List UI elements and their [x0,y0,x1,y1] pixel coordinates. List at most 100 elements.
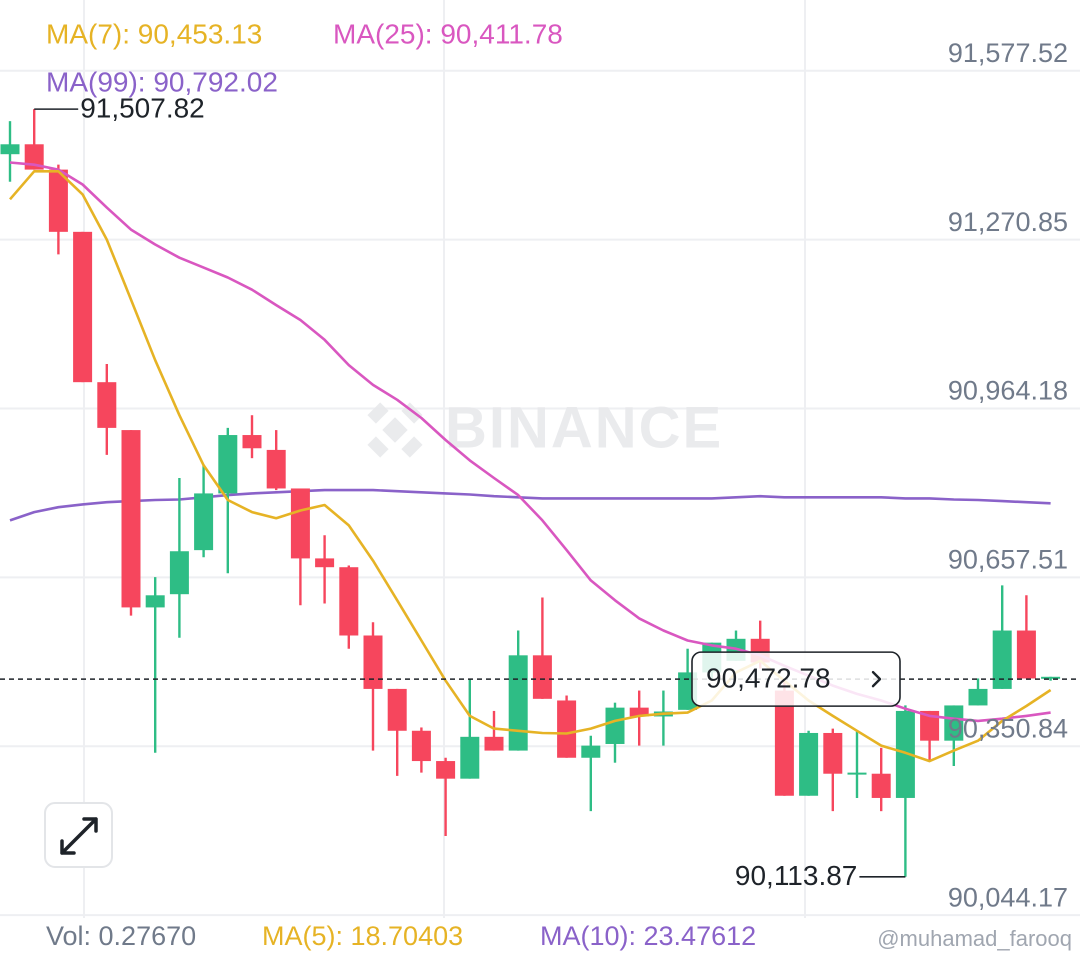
candle-body [847,772,867,775]
candle [315,535,335,604]
candle-body [968,688,988,706]
candle [436,757,456,836]
candle-body [629,707,649,717]
candle [266,430,286,491]
low-marker-label: 90,113.87 [735,860,858,891]
candle [968,678,988,706]
candle-body [557,700,577,758]
candle-body [508,655,528,751]
candle [1041,676,1061,681]
candle-body [290,488,310,559]
candle [629,690,649,746]
candle-body [48,169,68,232]
candle-body [121,430,141,608]
y-tick-label: 90,044.17 [948,882,1068,912]
candle-body [194,493,214,551]
y-tick-label: 90,657.51 [948,545,1068,575]
candle [992,585,1012,689]
candle-body [992,630,1012,689]
candle-body [339,567,359,636]
candle-body [97,382,117,428]
candle [24,109,44,170]
candle [1016,595,1036,679]
candle-body [823,732,843,774]
candle-body [871,773,891,798]
y-tick-label: 90,964.18 [948,376,1068,406]
candle-body [436,761,456,779]
candle-body [73,231,93,383]
candle-body [363,635,383,689]
candle-body [169,551,189,595]
high-marker-label: 91,507.82 [80,93,205,124]
legend-entry: MA(7): 90,453.13 [46,18,262,49]
candle-body [799,732,819,796]
credit: @muhamad_farooq [877,926,1072,951]
candle-body [218,435,238,494]
legend-entry: MA(25): 90,411.78 [333,18,563,49]
candle [290,488,310,606]
y-tick-label: 91,270.85 [948,207,1068,237]
axis-layer: 91,577.52 91,270.85 90,964.18 90,657.51 90,3… [0,38,1080,912]
last-price-tag-frame[interactable] [691,651,901,707]
candle-body [1041,676,1061,679]
volume-ma-label: MA(5): 18.70403 [262,921,463,951]
candle [920,710,940,762]
candle [242,415,262,459]
candle-body [895,710,915,798]
candle-body [1016,630,1036,679]
candle [871,747,891,812]
candle-body [411,730,431,762]
candle [48,164,68,255]
candle [169,477,189,638]
candle-body [242,435,262,449]
candle-body [581,745,601,758]
candle [194,465,214,558]
candle-body [0,144,20,155]
candle-body [605,707,625,744]
candle-body [387,688,407,731]
candle [121,430,141,616]
y-tick-label: 91,577.52 [948,38,1068,68]
candle [484,710,504,751]
candle-body [315,558,335,568]
candle [532,597,552,699]
last-price-label[interactable]: 90,472.78 [706,663,831,694]
candle [895,705,915,877]
candle [847,730,867,798]
volume-label: Vol: 0.27670 [46,921,196,951]
ma-line [9,170,1052,763]
candle-body [944,705,964,741]
candle [653,690,673,746]
candle [0,121,20,182]
candle [460,678,480,779]
candle [944,705,964,767]
watermark: BINANCE [367,395,723,460]
candle [73,231,93,383]
candle [97,364,117,455]
candle [581,735,601,812]
candle-body [484,736,504,751]
last-price-tag[interactable]: 90,472.78 [691,651,901,707]
volume-ma-label: MA(10): 23.47612 [540,921,756,951]
candle [799,730,819,796]
expand-icon[interactable] [60,817,98,855]
last-price-chevron[interactable] [871,670,882,688]
candle-body [920,710,940,741]
expand-button[interactable] [44,802,113,868]
y-tick-label: 90,350.84 [948,713,1068,743]
watermark-text: BINANCE [445,395,723,460]
candle [387,688,407,776]
candle-body [266,449,286,489]
candle-body [460,736,480,779]
candle [605,702,625,763]
ma-line [9,488,1051,522]
series-layer [0,109,1061,877]
candle [557,695,577,758]
candle [145,577,165,753]
candle-body [532,655,552,699]
candle-body [774,690,794,796]
watermark-logo [367,402,423,458]
legend-entry: MA(99): 90,792.02 [46,66,278,97]
